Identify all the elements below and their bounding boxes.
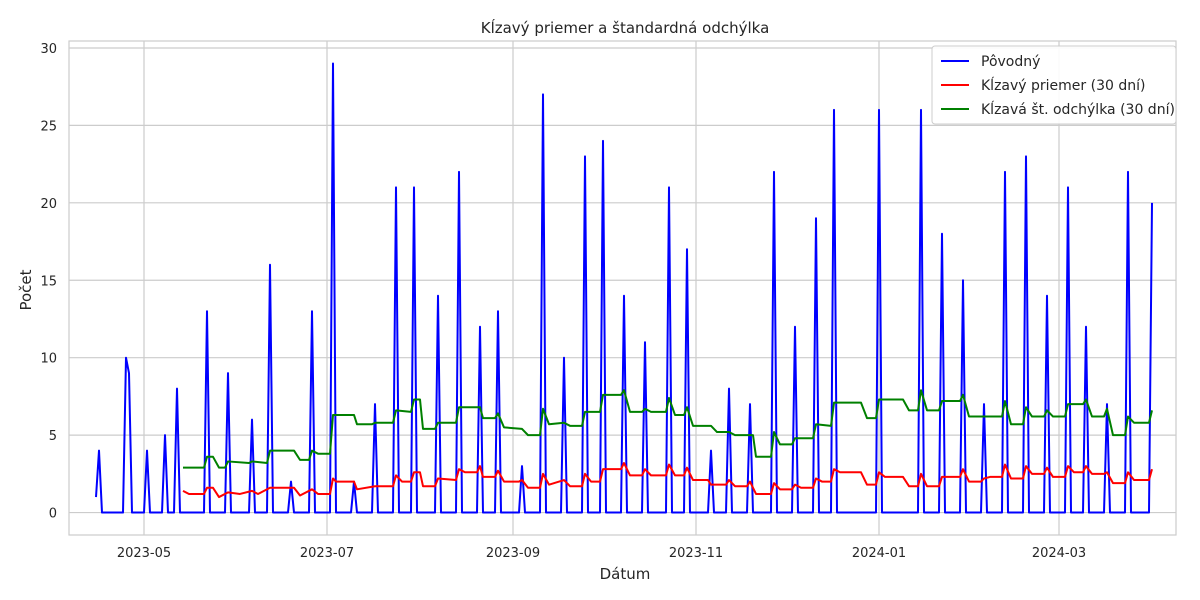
legend-label-original: Pôvodný (981, 54, 1040, 70)
legend: Pôvodný Kĺzavý priemer (30 dní) Kĺzavá š… (931, 45, 1177, 125)
y-tick-label: 20 (40, 197, 57, 212)
x-tick-label: 2023-07 (300, 546, 354, 561)
x-axis-title: Dátum (600, 565, 651, 583)
chart-title: Kĺzavý priemer a štandardná odchýlka (481, 18, 770, 37)
y-axis-title: Počet (17, 269, 35, 310)
x-tick-label: 2023-05 (117, 546, 171, 561)
series-rolling-std-line (183, 389, 1153, 469)
series-group (95, 62, 1153, 514)
legend-box (931, 45, 1177, 125)
series-original-line (95, 62, 1153, 514)
y-tick-label: 25 (40, 119, 57, 134)
x-tick-label: 2023-09 (486, 546, 540, 561)
y-tick-label: 30 (40, 42, 57, 57)
tick-labels: 0 5 10 15 20 25 30 2023-05 2023-07 2023-09 2023-11… (40, 42, 1086, 561)
y-tick-label: 10 (40, 352, 57, 367)
x-tick-label: 2023-11 (669, 546, 723, 561)
x-tick-label: 2024-03 (1032, 546, 1086, 561)
plot-frame (68, 40, 1177, 536)
y-tick-label: 5 (49, 429, 57, 444)
series-rolling-mean-line (182, 461, 1153, 499)
x-tick-label: 2024-01 (852, 546, 906, 561)
y-tick-label: 0 (49, 507, 57, 522)
y-tick-label: 15 (40, 274, 57, 289)
legend-label-rolling-mean: Kĺzavý priemer (30 dní) (981, 76, 1145, 94)
legend-label-rolling-std: Kĺzavá št. odchýlka (30 dní) (981, 100, 1175, 118)
